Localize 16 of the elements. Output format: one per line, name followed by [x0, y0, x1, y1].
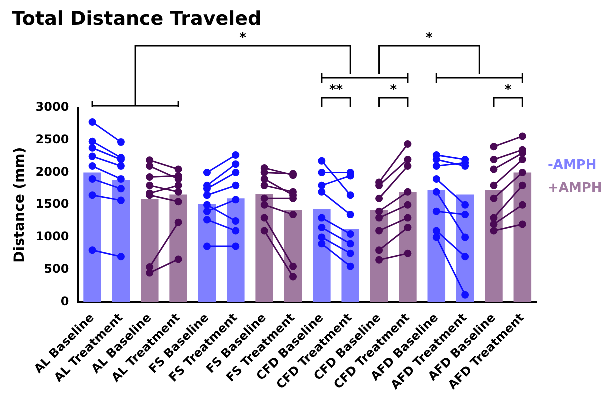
- y-tick-label: 0: [60, 294, 70, 308]
- text: -AMPH: [548, 158, 598, 173]
- text: **: [329, 83, 344, 98]
- chart-title: Total Distance Traveled: [12, 8, 262, 30]
- series-label: +AMPH: [548, 181, 602, 196]
- y-axis-title: Distance (mm): [12, 147, 28, 263]
- text: *: [240, 31, 247, 46]
- text: *: [504, 83, 512, 98]
- text: *: [390, 83, 398, 98]
- y-tick-label: 2000: [36, 164, 70, 179]
- y-tick-label: 500: [44, 262, 70, 276]
- y-tick-label: 2500: [36, 132, 70, 146]
- y-tick-label: 1500: [36, 197, 70, 212]
- y-tick-label: 1000: [36, 230, 70, 244]
- text: *: [426, 31, 434, 46]
- y-tick-label: 3000: [36, 100, 70, 114]
